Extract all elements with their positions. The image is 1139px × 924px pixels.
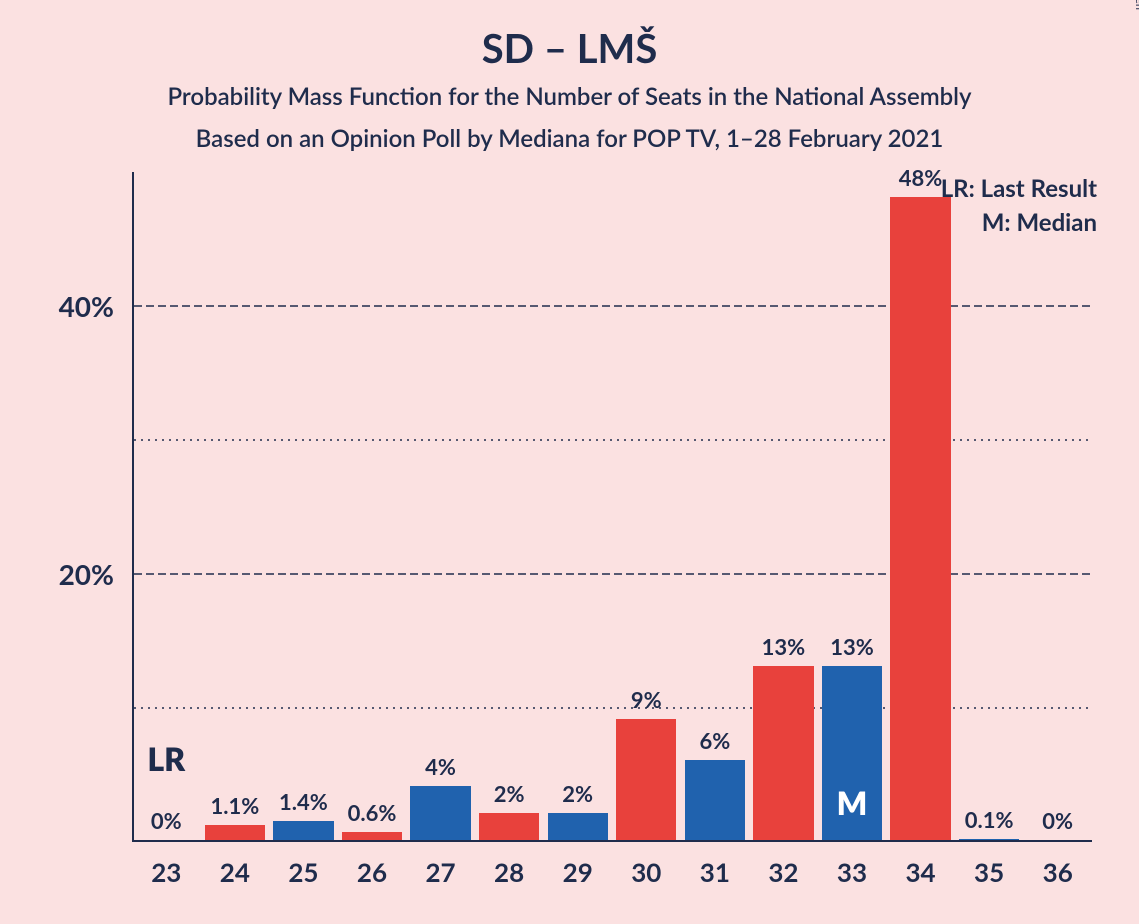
bar: [616, 719, 676, 840]
bar: [548, 813, 608, 840]
bar: [273, 821, 333, 840]
x-tick-label: 34: [886, 856, 955, 888]
marker-m: M: [822, 783, 882, 822]
x-tick-label: 28: [475, 856, 544, 888]
x-tick-label: 32: [749, 856, 818, 888]
bar-value-label: 1.4%: [269, 788, 338, 815]
bar-value-label: 0%: [132, 807, 201, 834]
bar: [410, 786, 470, 840]
bar-value-label: 0.1%: [955, 806, 1024, 833]
bar-value-label: 48%: [886, 164, 955, 191]
bar-value-label: 0%: [1023, 807, 1092, 834]
x-tick-label: 27: [406, 856, 475, 888]
bar-value-label: 13%: [749, 633, 818, 660]
bar-value-label: 6%: [681, 727, 750, 754]
bar: [890, 197, 950, 840]
canvas: SD – LMŠ Probability Mass Function for t…: [0, 0, 1139, 924]
bar: [959, 839, 1019, 840]
credit-text: © 2021 Filip van Laenen: [1133, 0, 1139, 10]
chart-subtitle-1: Probability Mass Function for the Number…: [0, 82, 1139, 111]
y-tick-label: 40%: [0, 289, 114, 323]
x-tick-label: 26: [338, 856, 407, 888]
x-tick-label: 33: [818, 856, 887, 888]
chart-title: SD – LMŠ: [0, 24, 1139, 72]
bar-value-label: 0.6%: [338, 799, 407, 826]
x-tick-label: 31: [681, 856, 750, 888]
bar: [205, 825, 265, 840]
bar: [479, 813, 539, 840]
chart-subtitle-2: Based on an Opinion Poll by Mediana for …: [0, 124, 1139, 153]
bar-value-label: 2%: [475, 780, 544, 807]
bar: [685, 760, 745, 840]
y-tick-label: 20%: [0, 557, 114, 591]
x-tick-label: 23: [132, 856, 201, 888]
x-tick-label: 25: [269, 856, 338, 888]
x-tick-label: 35: [955, 856, 1024, 888]
x-tick-label: 29: [543, 856, 612, 888]
bar-value-label: 13%: [818, 633, 887, 660]
plot-area: 20%40%23242526272829303132333435360%LR1.…: [132, 172, 1092, 842]
marker-lr: LR: [132, 739, 201, 778]
bar-value-label: 4%: [406, 753, 475, 780]
x-tick-label: 30: [612, 856, 681, 888]
bar: [753, 666, 813, 840]
bar: [342, 832, 402, 840]
x-tick-label: 24: [201, 856, 270, 888]
bar-value-label: 1.1%: [201, 792, 270, 819]
bar-value-label: 2%: [543, 780, 612, 807]
bar-value-label: 9%: [612, 686, 681, 713]
x-tick-label: 36: [1023, 856, 1092, 888]
